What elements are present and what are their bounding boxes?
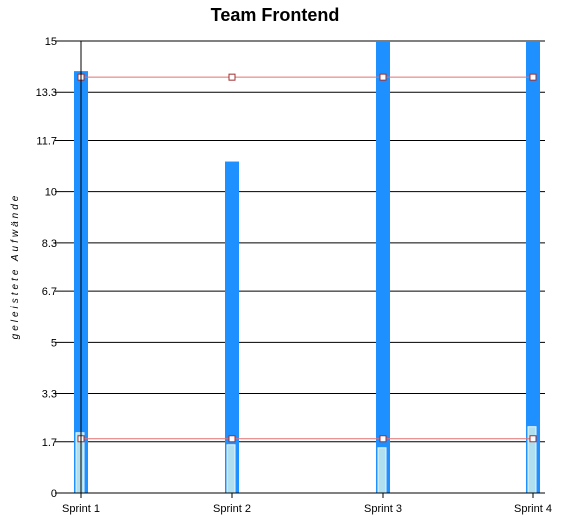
x-tick-label-1: Sprint 1 [62, 503, 100, 515]
x-tick-label-3: Sprint 3 [364, 503, 402, 515]
x-tick-labels: Sprint 1 Sprint 2 Sprint 3 Sprint 4 [62, 503, 552, 515]
reference-lines [77, 73, 537, 443]
bar-4 [526, 41, 540, 493]
inner-bar-3 [377, 447, 387, 494]
inner-bar-2 [226, 444, 236, 494]
y-tick-label-6: 10 [45, 187, 57, 199]
reference-marker-2-4 [529, 435, 537, 443]
reference-marker-1-3 [379, 73, 387, 81]
y-tick-label-1: 1.7 [42, 437, 57, 449]
bar-3 [376, 41, 390, 493]
y-axis-label: geleistete Aufwände [10, 193, 21, 340]
reference-marker-1-4 [529, 73, 537, 81]
reference-marker-2-2 [228, 435, 236, 443]
y-tick-label-8: 13.3 [36, 87, 57, 99]
axes [55, 41, 545, 498]
x-tick-label-2: Sprint 2 [213, 503, 251, 515]
bar-2 [225, 161, 239, 494]
y-tick-label-4: 6.7 [42, 286, 57, 298]
y-tick-label-3: 5 [51, 337, 57, 349]
y-tick-labels: 0 1.7 3.3 5 6.7 8.3 10 11.7 13.3 15 [36, 36, 57, 500]
reference-marker-1-2 [228, 73, 236, 81]
y-tick-label-0: 0 [51, 488, 57, 500]
chart-title: Team Frontend [211, 5, 340, 25]
reference-marker-2-3 [379, 435, 387, 443]
y-tick-label-2: 3.3 [42, 389, 57, 401]
bars [74, 41, 540, 494]
y-tick-label-9: 15 [45, 36, 57, 48]
grid-lines [55, 40, 545, 494]
x-tick-label-4: Sprint 4 [514, 503, 552, 515]
y-tick-label-5: 8.3 [42, 238, 57, 250]
y-tick-label-7: 11.7 [36, 135, 57, 147]
